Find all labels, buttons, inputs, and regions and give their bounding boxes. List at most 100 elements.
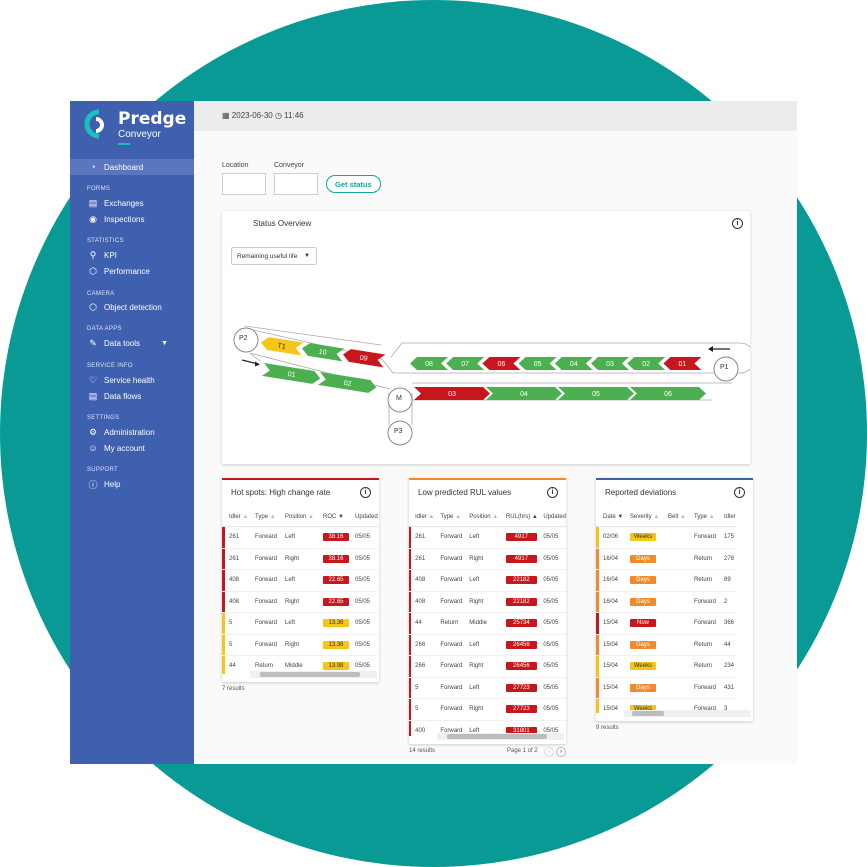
scrollbar-thumb[interactable] <box>632 711 664 716</box>
sidebar-item-administration[interactable]: ⚙ Administration <box>70 424 194 440</box>
info-icon[interactable]: i <box>732 218 743 229</box>
column-header[interactable]: Type ▲ <box>690 508 720 527</box>
sidebar-item-service-health[interactable]: ♡ Service health <box>70 372 194 388</box>
table-row[interactable]: 5 Forward Right 27723 05/05 <box>409 698 566 721</box>
scrollbar-thumb[interactable] <box>260 672 360 677</box>
table-row[interactable]: 408 Forward Right 22182 05/05 <box>409 591 566 613</box>
idler-segment-07[interactable]: 07 <box>446 357 485 370</box>
info-icon: ⓘ <box>88 479 98 490</box>
idler-segment-03[interactable]: 03 <box>591 357 629 370</box>
column-header[interactable]: Belt ▲ <box>664 508 690 527</box>
idler-cell: 5 <box>411 698 437 721</box>
column-header-label: Position <box>469 514 491 520</box>
sidebar-item-data-tools[interactable]: ✎ Data tools ▼ <box>70 335 194 351</box>
column-header[interactable]: ROC ▼ <box>319 508 351 527</box>
column-header[interactable]: Position ▲ <box>281 508 319 527</box>
sidebar-item-performance[interactable]: ⬡ Performance <box>70 263 194 279</box>
info-icon[interactable]: i <box>547 487 558 498</box>
table-row[interactable]: 02/06 Weeks Forward 175 <box>596 526 736 549</box>
horizontal-scrollbar[interactable] <box>250 671 377 678</box>
sort-icon: ▲ <box>708 514 715 520</box>
idler-segment-04[interactable]: 04 <box>554 357 593 370</box>
idler-segment-05[interactable]: 05 <box>518 357 557 370</box>
severity-bar <box>409 698 412 721</box>
idler-segment-05[interactable]: 05 <box>558 387 634 400</box>
severity-cell: Weeks <box>626 655 664 678</box>
idler-segment-04[interactable]: 04 <box>486 387 562 400</box>
table-row[interactable]: 408 Forward Right 22.65 05/05 <box>222 591 378 613</box>
column-header[interactable]: Type ▲ <box>251 508 281 527</box>
column-header[interactable]: Idler <box>720 508 736 527</box>
table-row[interactable]: 266 Forward Left 26456 05/05 <box>409 634 566 656</box>
sidebar-item-my-account[interactable]: ☺ My account <box>70 440 194 456</box>
table-row[interactable]: 15/04 Weeks Return 234 <box>596 655 736 678</box>
idler-segment-02[interactable]: 02 <box>317 372 377 394</box>
severity-cell: Weeks <box>626 526 664 549</box>
table-row[interactable]: 5 Forward Right 13.36 05/05 <box>222 634 378 656</box>
column-header[interactable]: Severity ▲ <box>626 508 664 527</box>
column-header[interactable]: Position ▲ <box>465 508 502 527</box>
horizontal-scrollbar[interactable] <box>624 710 751 717</box>
idler-segment-09[interactable]: 09 <box>342 348 386 368</box>
column-header[interactable]: Idler ▲ <box>411 508 437 527</box>
sidebar-item-exchanges[interactable]: ▤ Exchanges <box>70 195 194 211</box>
sidebar-item-data-flows[interactable]: ▤ Data flows <box>70 388 194 404</box>
location-input[interactable] <box>222 173 266 195</box>
info-icon[interactable]: i <box>734 487 745 498</box>
table-row[interactable]: 15/04 Days Forward 431 <box>596 677 736 699</box>
column-header[interactable]: Date ▼ <box>599 508 626 527</box>
metric-select[interactable]: Remaining useful life ▼ <box>231 247 317 265</box>
idler-segment-08[interactable]: 08 <box>410 357 448 370</box>
scrollbar-thumb[interactable] <box>447 734 547 739</box>
table-row[interactable]: 266 Forward Right 26456 05/05 <box>409 655 566 678</box>
table-row[interactable]: 400 Forward Left 31801 05/05 <box>409 720 566 736</box>
sidebar-item-kpi[interactable]: ⚲ KPI <box>70 247 194 263</box>
table-row[interactable]: 5 Forward Left 27723 05/05 <box>409 677 566 699</box>
idler-segment-10[interactable]: 10 <box>301 342 345 362</box>
horizontal-scrollbar[interactable] <box>437 733 564 740</box>
table-row[interactable]: 16/04 Days Return 278 <box>596 548 736 570</box>
table-row[interactable]: 16/04 Days Forward 2 <box>596 591 736 613</box>
prev-page-button[interactable]: ‹ <box>544 747 554 757</box>
idler-segment-01[interactable]: 01 <box>261 363 321 385</box>
belt-cell <box>664 612 690 635</box>
sidebar-item-dashboard[interactable]: ◔ Dashboard <box>70 159 194 175</box>
position-cell: Left <box>281 569 319 592</box>
sidebar-item-help[interactable]: ⓘ Help <box>70 476 194 492</box>
column-header[interactable]: Updated <box>539 508 566 527</box>
severity-bar <box>596 612 599 635</box>
table-row[interactable]: 5 Forward Left 13.36 05/05 <box>222 612 378 635</box>
table-row[interactable]: 15/04 Now Forward 366 <box>596 612 736 635</box>
column-header[interactable]: Type ▲ <box>436 508 466 527</box>
table-row[interactable]: 261 Forward Left 4917 05/05 <box>409 526 566 549</box>
table-row[interactable]: 44 Return Middle 13.98 05/05 <box>222 655 378 674</box>
updated-cell: 05/05 <box>539 591 566 613</box>
table-row[interactable]: 261 Forward Right 38.16 05/05 <box>222 548 378 570</box>
table-row[interactable]: 261 Forward Right 4917 05/05 <box>409 548 566 570</box>
table-row[interactable]: 44 Return Middle 25734 05/05 <box>409 612 566 635</box>
table-row[interactable]: 408 Forward Left 22.65 05/05 <box>222 569 378 592</box>
idler-cell: 431 <box>720 677 736 699</box>
idler-segment-06[interactable]: 06 <box>630 387 706 400</box>
info-icon[interactable]: i <box>360 487 371 498</box>
column-header[interactable]: RUL(hrs) ▲ <box>501 508 540 527</box>
next-page-button[interactable]: › <box>556 747 566 757</box>
idler-segment-T1[interactable]: T1 <box>260 336 304 356</box>
get-status-button[interactable]: Get status <box>326 175 381 193</box>
table-row[interactable]: 16/04 Days Return 89 <box>596 569 736 592</box>
sidebar-item-inspections[interactable]: ◉ Inspections <box>70 211 194 227</box>
hotspots-card: Hot spots: High change rate i Idler ▲ Ty… <box>222 478 379 682</box>
sidebar-item-object-detection[interactable]: ⬡ Object detection <box>70 299 194 315</box>
idler-segment-06[interactable]: 06 <box>482 357 521 370</box>
idler-segment-03[interactable]: 03 <box>414 387 490 400</box>
idler-segment-01[interactable]: 01 <box>663 357 702 370</box>
idler-segment-02[interactable]: 02 <box>627 357 666 370</box>
conveyor-input[interactable] <box>274 173 318 195</box>
table-row[interactable]: 15/04 Days Return 44 <box>596 634 736 656</box>
table-row[interactable]: 261 Forward Left 38.16 05/05 <box>222 526 378 549</box>
column-header[interactable]: Idler ▲ <box>225 508 251 527</box>
column-header[interactable]: Updated <box>351 508 378 527</box>
belt-cell <box>664 655 690 678</box>
table-row[interactable]: 408 Forward Left 22182 05/05 <box>409 569 566 592</box>
